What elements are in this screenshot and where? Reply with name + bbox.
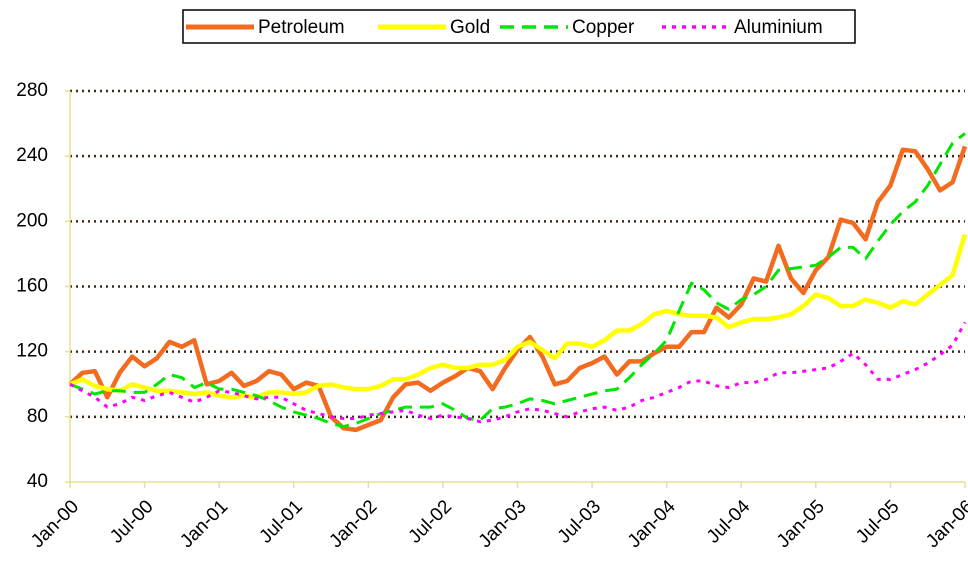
- x-tick-label: Jan-02: [325, 496, 381, 552]
- x-tick-label: Jan-00: [27, 496, 83, 552]
- x-tick-label: Jul-03: [554, 496, 605, 547]
- x-tick-label: Jul-05: [852, 496, 903, 547]
- legend-label: Aluminium: [734, 17, 823, 38]
- y-tick-label: 200: [16, 210, 48, 231]
- legend-label: Gold: [450, 17, 490, 38]
- y-tick-label: 80: [27, 406, 48, 427]
- y-tick-label: 40: [27, 471, 48, 492]
- y-tick-label: 280: [16, 80, 48, 101]
- series-line: [69, 321, 967, 424]
- y-tick-label: 160: [16, 276, 48, 297]
- legend-label: Petroleum: [258, 17, 345, 38]
- x-tick-label: Jan-05: [773, 496, 829, 552]
- series-line: [69, 132, 966, 429]
- x-tick-label: Jan-04: [624, 496, 680, 552]
- series-line: [68, 145, 968, 433]
- x-tick-label: Jan-03: [475, 496, 531, 552]
- x-tick-label: Jan-01: [176, 496, 232, 552]
- legend-label: Copper: [572, 17, 635, 38]
- x-tick-label: Jul-01: [255, 496, 306, 547]
- series-line: [69, 233, 968, 400]
- x-tick-label: Jan-06: [922, 496, 968, 552]
- x-tick-label: Jul-02: [405, 496, 456, 547]
- y-tick-label: 120: [16, 341, 48, 362]
- x-tick-label: Jul-04: [703, 496, 755, 548]
- legend-box: [182, 9, 856, 44]
- x-tick-label: Jul-00: [106, 496, 157, 547]
- y-tick-label: 240: [16, 145, 48, 166]
